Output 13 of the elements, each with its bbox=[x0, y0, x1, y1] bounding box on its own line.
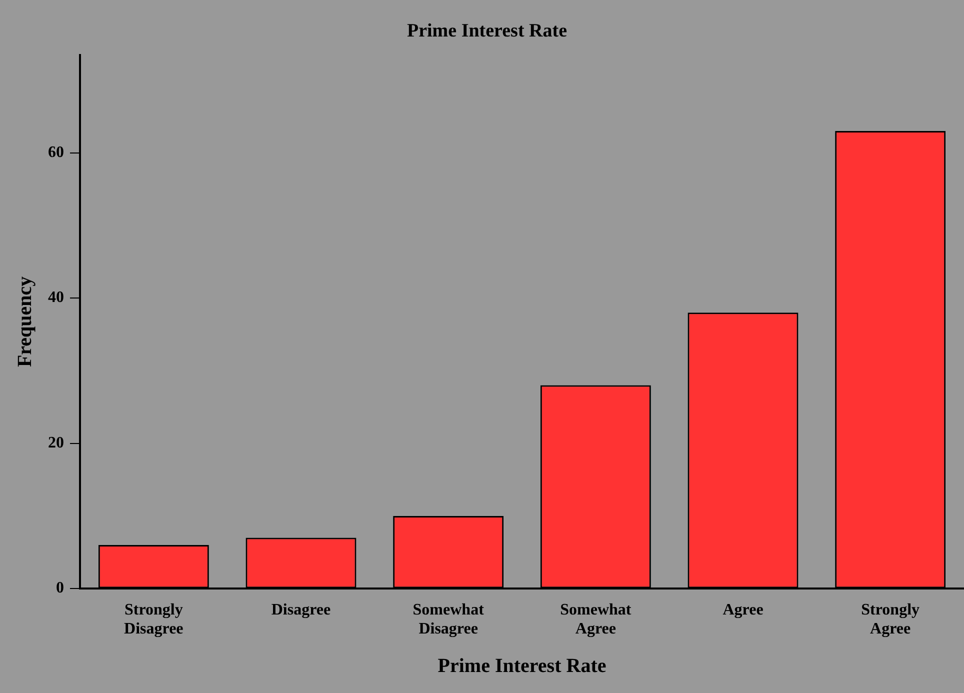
x-tick-label: Somewhat Agree bbox=[560, 601, 632, 638]
x-tick-label: Agree bbox=[722, 601, 764, 618]
y-tick-label: 60 bbox=[48, 144, 64, 161]
y-tick-label: 0 bbox=[56, 580, 64, 597]
chart-title: Prime Interest Rate bbox=[406, 20, 568, 42]
y-tick-label: 40 bbox=[48, 289, 64, 306]
y-axis-title: Frequency bbox=[14, 276, 36, 368]
x-axis-title: Prime Interest Rate bbox=[438, 655, 606, 678]
y-tick-label: 20 bbox=[48, 434, 64, 452]
x-tick-label: Strongly Disagree bbox=[124, 601, 184, 638]
x-tick-label: Strongly Agree bbox=[861, 601, 920, 638]
x-tick-label: Somewhat Disagree bbox=[412, 601, 485, 638]
x-tick-label: Disagree bbox=[271, 601, 331, 618]
